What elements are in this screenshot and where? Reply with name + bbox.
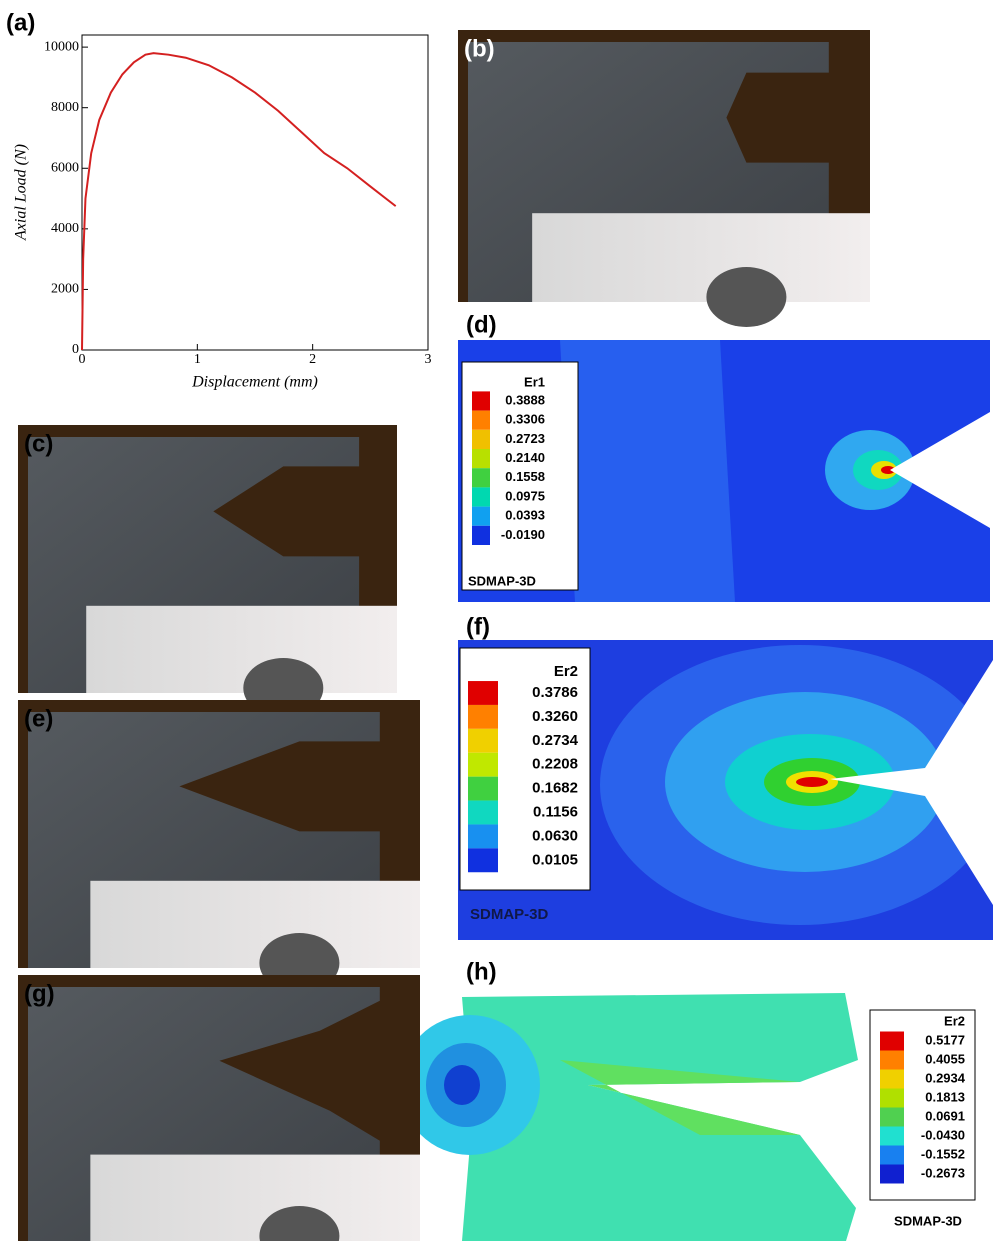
legend-swatch [880, 1032, 904, 1051]
legend-swatch [472, 449, 490, 468]
panel-label: (c) [24, 430, 53, 457]
y-tick-label: 8000 [51, 100, 79, 115]
legend-level: 0.1558 [505, 469, 545, 484]
software-label: SDMAP-3D [468, 573, 536, 588]
legend-swatch [468, 729, 498, 753]
grip [86, 606, 397, 693]
legend-level: 0.1156 [533, 803, 578, 820]
legend-title: Er2 [944, 1013, 965, 1028]
legend-swatch [880, 1165, 904, 1184]
legend-swatch [472, 487, 490, 506]
legend-level: -0.0190 [501, 527, 545, 542]
legend-title: Er2 [554, 663, 578, 680]
legend-swatch [468, 753, 498, 777]
software-label: SDMAP-3D [470, 906, 549, 923]
panel-label: (b) [464, 35, 495, 62]
y-tick-label: 4000 [51, 221, 79, 236]
legend-swatch [472, 526, 490, 545]
panel-label: (a) [6, 9, 35, 36]
legend-level: 0.0691 [925, 1108, 965, 1123]
legend-swatch [468, 681, 498, 705]
x-tick-label: 3 [425, 352, 432, 367]
legend-level: 0.2723 [505, 431, 545, 446]
legend-swatch [472, 391, 490, 410]
legend-swatch [880, 1146, 904, 1165]
legend-level: 0.2934 [925, 1070, 966, 1085]
legend-level: -0.1552 [921, 1146, 965, 1161]
panel-label: (f) [466, 613, 490, 640]
legend-swatch [880, 1089, 904, 1108]
y-tick-label: 10000 [44, 39, 79, 54]
panel-label: (g) [24, 980, 55, 1007]
legend-swatch [468, 705, 498, 729]
panel-label: (h) [466, 958, 497, 985]
legend-level: -0.0430 [921, 1127, 965, 1142]
legend-level: 0.2734 [532, 732, 579, 749]
legend-swatch [880, 1108, 904, 1127]
grip [90, 881, 420, 968]
panel-label: (e) [24, 705, 53, 732]
x-tick-label: 2 [309, 352, 316, 367]
legend-level: 0.0630 [532, 827, 578, 844]
legend-level: 0.1682 [532, 780, 578, 797]
y-axis-label: Axial Load (N) [13, 144, 30, 241]
legend-level: 0.0975 [505, 488, 545, 503]
x-tick-label: 1 [194, 352, 201, 367]
grip [532, 213, 870, 302]
y-tick-label: 2000 [51, 282, 79, 297]
legend-level: 0.0393 [505, 508, 545, 523]
legend-swatch [468, 801, 498, 825]
legend-swatch [468, 848, 498, 872]
grip [90, 1155, 420, 1241]
legend-swatch [468, 824, 498, 848]
x-axis-label: Displacement (mm) [191, 374, 318, 391]
legend-swatch [472, 507, 490, 526]
legend-swatch [472, 411, 490, 430]
figure: (a) Displacement (mm) Axial Load (N) (b)… [0, 0, 993, 1241]
legend-level: 0.3786 [532, 684, 578, 701]
legend-level: 0.0105 [532, 851, 578, 868]
panel-label: (d) [466, 311, 497, 338]
legend-swatch [880, 1127, 904, 1146]
legend-level: 0.2208 [532, 756, 578, 773]
legend-level: 0.5177 [925, 1032, 965, 1047]
legend-level: 0.1813 [925, 1089, 965, 1104]
pin [706, 267, 786, 327]
load-curve [82, 53, 396, 350]
legend-level: 0.3260 [532, 708, 578, 725]
legend-swatch [468, 777, 498, 801]
legend-swatch [472, 468, 490, 487]
legend-swatch [880, 1070, 904, 1089]
legend-title: Er1 [524, 374, 545, 389]
software-label: SDMAP-3D [894, 1213, 962, 1228]
legend-level: 0.3888 [505, 392, 545, 407]
y-tick-label: 6000 [51, 160, 79, 175]
legend-level: 0.4055 [925, 1051, 965, 1066]
legend-level: -0.2673 [921, 1165, 965, 1180]
plot-frame [82, 35, 428, 350]
legend-swatch [472, 430, 490, 449]
x-tick-label: 0 [79, 352, 86, 367]
legend-level: 0.3306 [505, 412, 545, 427]
legend-swatch [880, 1051, 904, 1070]
legend-level: 0.2140 [505, 450, 545, 465]
